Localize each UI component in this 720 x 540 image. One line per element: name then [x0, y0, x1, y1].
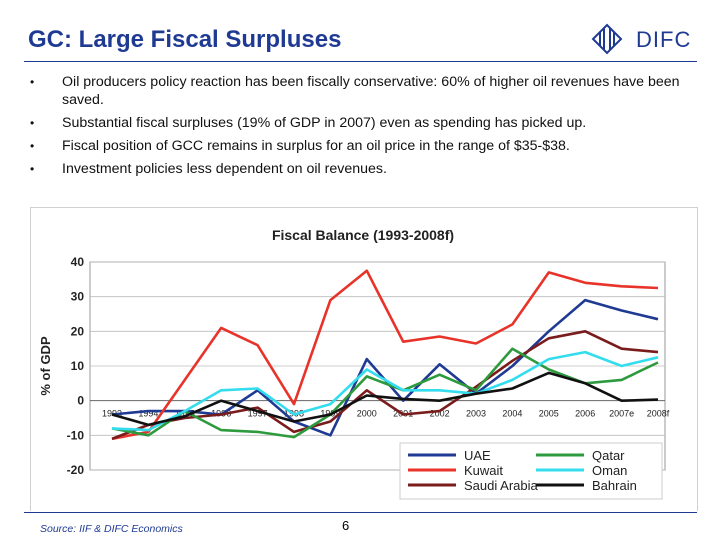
title-divider	[24, 61, 697, 62]
x-tick-label: 2004	[502, 409, 522, 419]
series-line-oman	[111, 350, 659, 432]
legend-label: Qatar	[592, 448, 625, 463]
series-line-saudi-arabia	[111, 330, 659, 441]
bullet-dot: •	[30, 139, 35, 153]
x-tick-label: 2005	[539, 409, 559, 419]
y-tick-label: 10	[71, 359, 85, 373]
x-tick-label: 2006	[575, 409, 595, 419]
x-tick-label: 1995	[175, 409, 195, 419]
bullet-dot: •	[30, 162, 35, 176]
legend-label: UAE	[464, 448, 491, 463]
footer-divider	[24, 512, 697, 513]
legend-label: Oman	[592, 463, 627, 478]
page-number: 6	[342, 518, 350, 533]
bullet-text: Investment policies less dependent on oi…	[62, 161, 387, 177]
bullet-text: Oil producers policy reaction has been f…	[62, 74, 680, 108]
bullet-item: • Oil producers policy reaction has been …	[30, 73, 700, 109]
y-axis-label: % of GDP	[38, 336, 53, 396]
bullet-text: Substantial fiscal surpluses (19% of GDP…	[62, 115, 587, 131]
y-tick-label: -20	[67, 463, 85, 477]
y-tick-label: -10	[67, 428, 85, 442]
bullet-dot: •	[30, 116, 35, 130]
series-line-bahrain	[111, 371, 659, 427]
page-title: GC: Large Fiscal Surpluses	[28, 26, 342, 53]
series-line-kuwait	[111, 269, 659, 441]
source-note: Source: IIF & DIFC Economics	[40, 523, 183, 535]
legend-label: Saudi Arabia	[464, 478, 538, 493]
series-line-qatar	[111, 347, 659, 439]
bullet-item: • Fiscal position of GCC remains in surpl…	[30, 137, 700, 155]
bullet-list: • Oil producers policy reaction has been …	[30, 73, 700, 183]
y-tick-label: 30	[71, 290, 85, 304]
bullet-item: • Investment policies less dependent on o…	[30, 160, 700, 178]
x-tick-label: 1994	[138, 409, 158, 419]
y-tick-label: 40	[71, 255, 85, 269]
logo-text: DIFC	[636, 27, 692, 52]
chart-title: Fiscal Balance (1993-2008f)	[272, 227, 454, 243]
bullet-dot: •	[30, 75, 35, 89]
bullet-text: Fiscal position of GCC remains in surplu…	[62, 138, 570, 154]
x-tick-label: 2003	[466, 409, 486, 419]
difc-logo-icon	[591, 23, 623, 55]
x-tick-label: 2000	[357, 409, 377, 419]
legend-label: Kuwait	[464, 463, 503, 478]
bullet-item: • Substantial fiscal surpluses (19% of GD…	[30, 114, 700, 132]
x-tick-label: 2008f	[647, 409, 670, 419]
x-tick-label: 2002	[430, 409, 450, 419]
fiscal-balance-chart: Fiscal Balance (1993-2008f) -20 -10 0 10 20 30…	[38, 227, 670, 500]
x-tick-label: 2007e	[609, 409, 634, 419]
y-tick-label: 0	[77, 394, 84, 408]
x-tick-label: 1997	[248, 409, 268, 419]
y-tick-label: 20	[71, 324, 85, 338]
legend-label: Bahrain	[592, 478, 637, 493]
